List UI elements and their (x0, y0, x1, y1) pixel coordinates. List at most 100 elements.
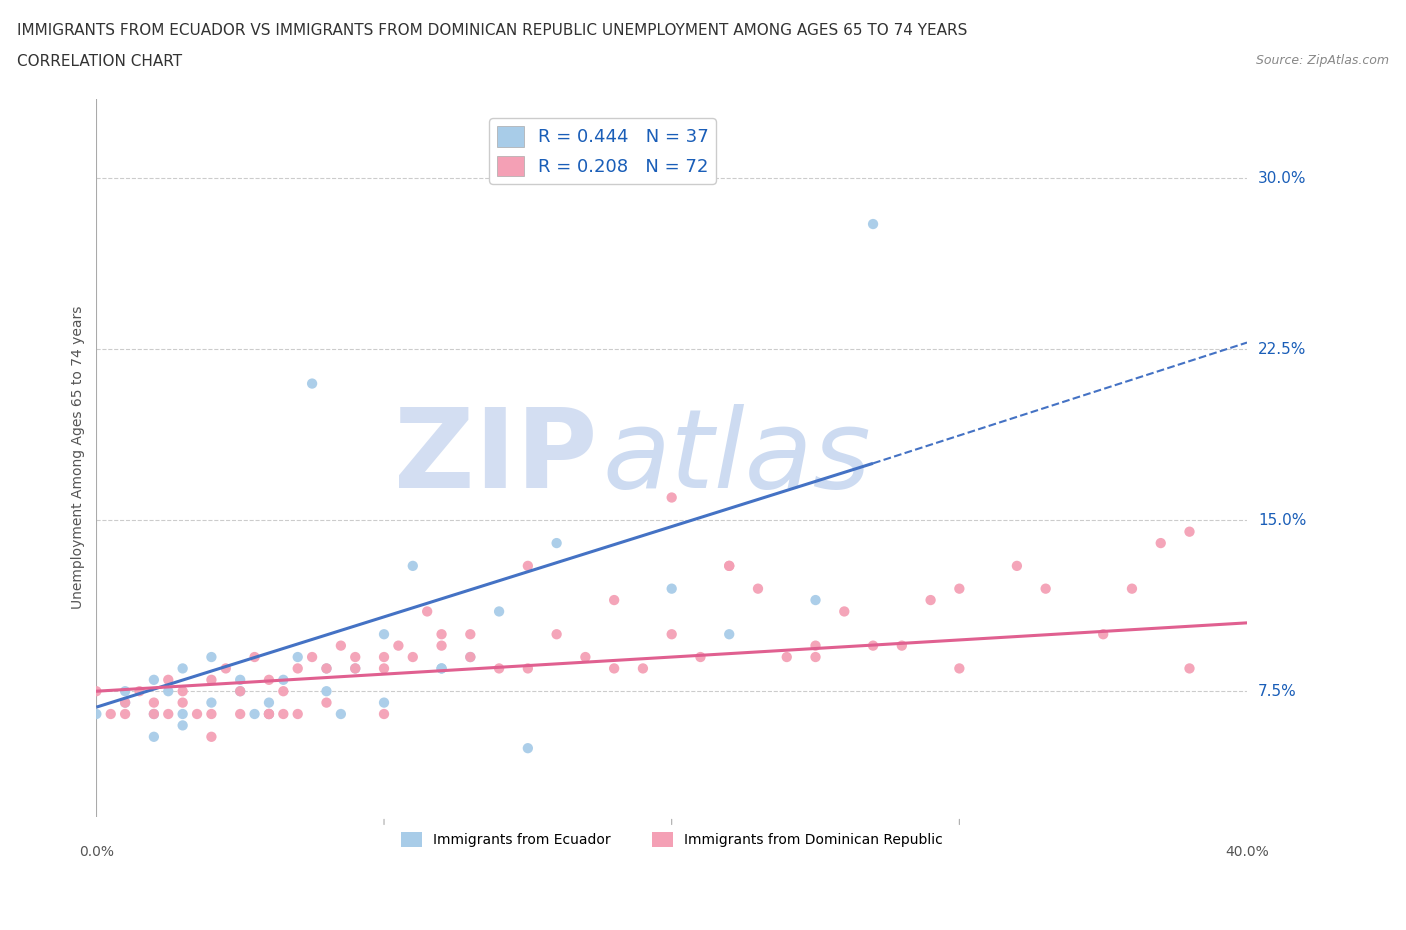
Point (804, 592, 827, 607)
Point (157, 684, 180, 698)
Point (661, 490, 683, 505)
Point (157, 672, 180, 687)
Point (257, 707, 280, 722)
Point (373, 627, 395, 642)
Point (804, 649, 827, 664)
Point (488, 661, 510, 676)
Point (114, 695, 136, 710)
Point (200, 707, 222, 722)
Point (948, 581, 970, 596)
Point (430, 638, 453, 653)
Point (402, 649, 425, 664)
Point (460, 649, 482, 664)
Point (689, 649, 711, 664)
Point (273, 707, 295, 722)
Point (172, 718, 194, 733)
Point (172, 661, 194, 676)
Text: 22.5%: 22.5% (1258, 342, 1306, 357)
Point (287, 649, 309, 664)
Point (661, 627, 683, 642)
Point (344, 661, 367, 676)
Point (100, 707, 122, 722)
Point (1005, 558, 1028, 573)
Text: atlas: atlas (603, 405, 872, 512)
Point (301, 376, 323, 391)
Text: 15.0%: 15.0% (1258, 512, 1306, 528)
Point (315, 684, 337, 698)
Text: CORRELATION CHART: CORRELATION CHART (17, 54, 181, 69)
Point (776, 649, 799, 664)
Point (243, 649, 266, 664)
Text: 7.5%: 7.5% (1258, 684, 1296, 698)
Point (1178, 661, 1201, 676)
Point (862, 217, 884, 232)
Point (516, 558, 538, 573)
Point (344, 661, 367, 676)
Point (200, 695, 222, 710)
Point (142, 707, 165, 722)
Point (86, 684, 108, 698)
Point (1092, 627, 1115, 642)
Point (172, 684, 194, 698)
Point (200, 649, 222, 664)
Point (416, 604, 439, 618)
Point (603, 661, 626, 676)
Point (920, 592, 942, 607)
Point (229, 684, 252, 698)
Point (200, 729, 222, 744)
Point (142, 729, 165, 744)
Point (373, 707, 395, 722)
Point (344, 649, 367, 664)
Point (257, 707, 280, 722)
Point (229, 684, 252, 698)
Point (114, 684, 136, 698)
Point (718, 558, 741, 573)
Point (430, 661, 453, 676)
Point (257, 707, 280, 722)
Point (114, 707, 136, 722)
Point (287, 707, 309, 722)
Point (200, 672, 222, 687)
Point (229, 672, 252, 687)
Point (546, 627, 568, 642)
Point (430, 661, 453, 676)
Point (172, 695, 194, 710)
Text: ZIP: ZIP (394, 405, 598, 512)
Point (329, 707, 352, 722)
Point (804, 638, 827, 653)
Point (301, 649, 323, 664)
Point (1178, 525, 1201, 539)
Point (546, 536, 568, 551)
Y-axis label: Unemployment Among Ages 65 to 74 years: Unemployment Among Ages 65 to 74 years (72, 306, 86, 609)
Point (315, 661, 337, 676)
Point (142, 695, 165, 710)
Point (488, 604, 510, 618)
Point (516, 741, 538, 756)
Point (257, 672, 280, 687)
Point (229, 707, 252, 722)
Point (373, 695, 395, 710)
Point (329, 638, 352, 653)
Point (718, 627, 741, 642)
Point (243, 707, 266, 722)
Point (315, 695, 337, 710)
Point (402, 558, 425, 573)
Text: 0.0%: 0.0% (79, 845, 114, 859)
Point (315, 661, 337, 676)
Point (574, 649, 596, 664)
Point (157, 707, 180, 722)
Point (128, 684, 150, 698)
Point (862, 638, 884, 653)
Point (631, 661, 654, 676)
Point (603, 592, 626, 607)
Point (1035, 581, 1057, 596)
Point (142, 672, 165, 687)
Point (273, 684, 295, 698)
Point (215, 661, 238, 676)
Point (460, 627, 482, 642)
Point (86, 707, 108, 722)
Text: 40.0%: 40.0% (1225, 845, 1268, 859)
Point (661, 581, 683, 596)
Point (430, 627, 453, 642)
Point (460, 649, 482, 664)
